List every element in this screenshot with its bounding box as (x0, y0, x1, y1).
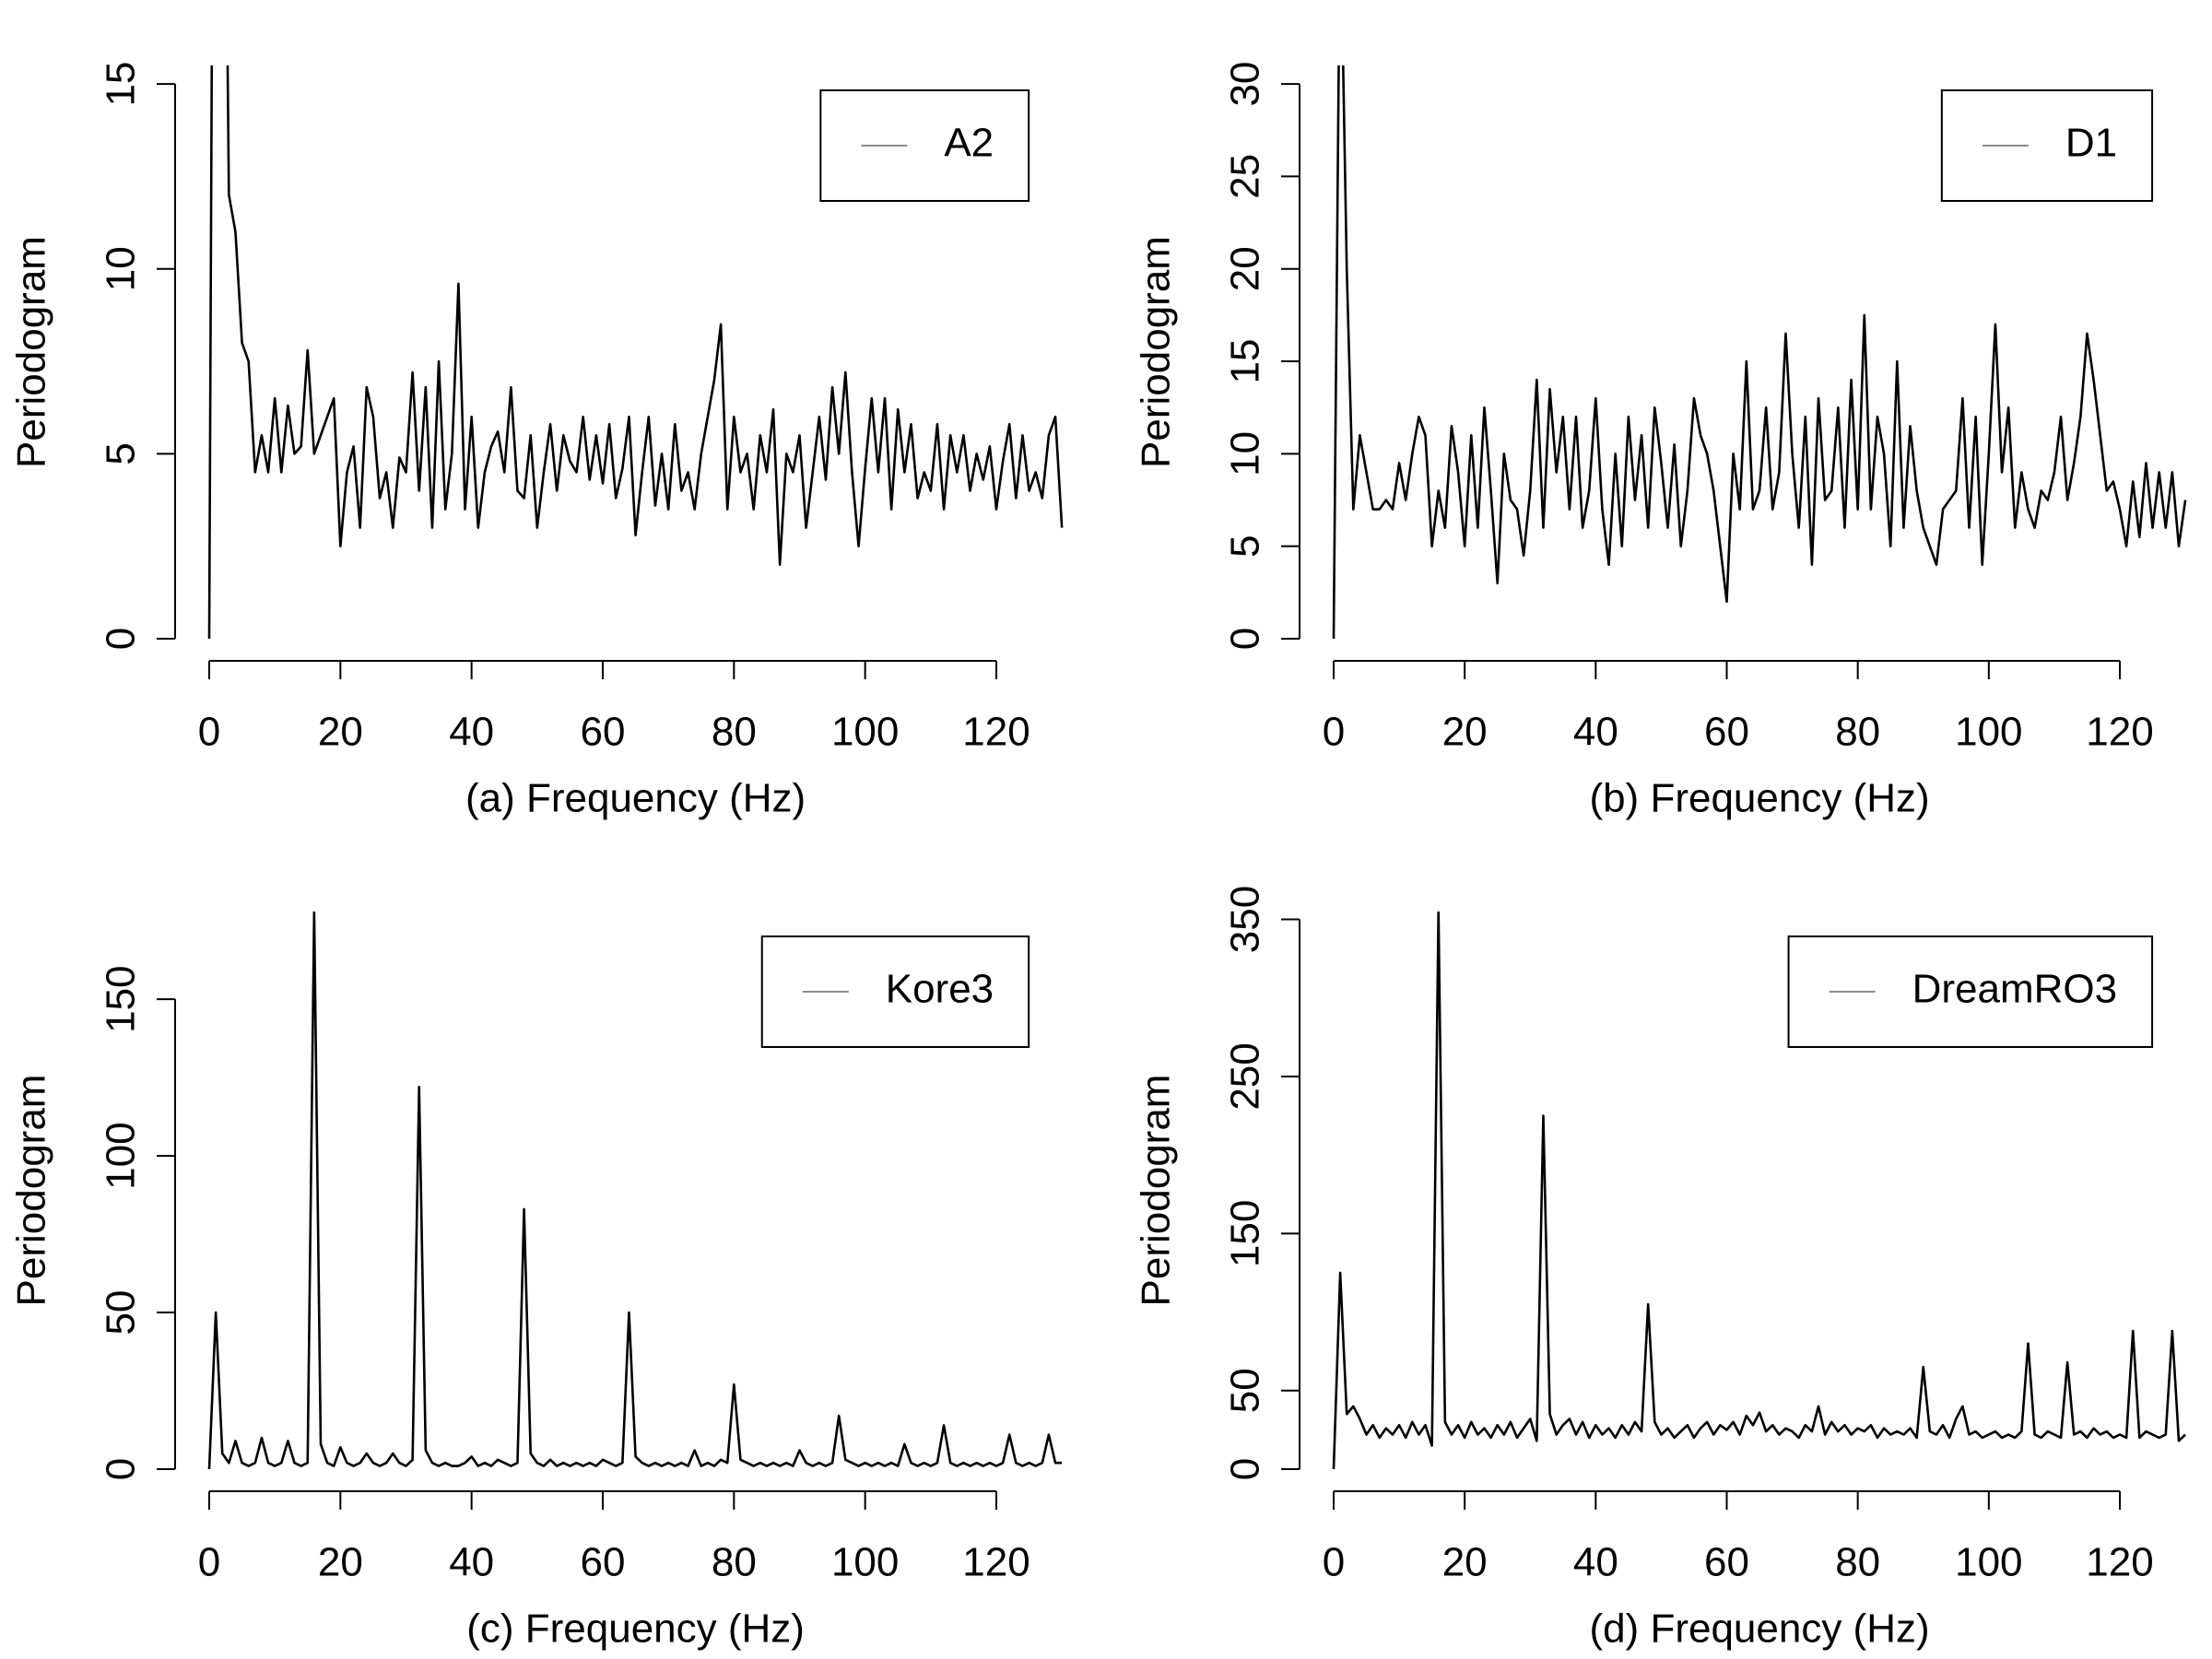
x-axis-title: (c) Frequency (Hz) (466, 1606, 805, 1652)
y-tick-label: 15 (99, 62, 144, 107)
y-tick-label: 0 (99, 1458, 144, 1480)
data-line (207, 912, 1063, 1470)
x-tick-label: 80 (1835, 710, 1880, 755)
y-tick-label: 0 (1223, 628, 1268, 650)
x-tick-label: 0 (1323, 1540, 1345, 1585)
data-line (207, 65, 1064, 640)
x-tick-label: 60 (1704, 1540, 1749, 1585)
panel: 0 50 150 250 350 0 20 40 60 80 100 120 (d) Frequency… (1134, 886, 2186, 1652)
y-tick-label: 250 (1223, 1042, 1268, 1110)
x-tick-label: 100 (1955, 1540, 2022, 1585)
y-tick-label: 15 (1223, 339, 1268, 384)
x-tick-label: 100 (831, 1540, 899, 1585)
x-tick-label: 20 (1442, 710, 1488, 755)
y-tick-label: 30 (1223, 62, 1268, 107)
legend: A2 (819, 89, 1030, 202)
x-axis-title: (a) Frequency (Hz) (465, 776, 806, 821)
y-tick-label: 20 (1223, 246, 1268, 291)
x-tick-label: 40 (449, 1540, 494, 1585)
x-tick-label: 0 (198, 710, 220, 755)
x-tick-label: 100 (831, 710, 899, 755)
x-tick-label: 20 (318, 1540, 363, 1585)
panel: 0 5 10 15 20 25 30 0 20 40 60 80 100 120 (b) Frequency… (1134, 62, 2187, 821)
x-axis-title: (d) Frequency (Hz) (1589, 1606, 1929, 1652)
x-tick-label: 80 (712, 1540, 757, 1585)
y-tick-label: 150 (1223, 1200, 1268, 1267)
y-tick-label: 5 (99, 442, 144, 465)
data-line (1332, 65, 2187, 640)
x-tick-label: 60 (1704, 710, 1749, 755)
y-tick-label: 350 (1223, 886, 1268, 953)
y-tick-label: 0 (1223, 1458, 1268, 1480)
data-line (1332, 912, 2186, 1470)
x-tick-label: 20 (1442, 1540, 1488, 1585)
y-axis-title: Periodogram (9, 1075, 54, 1307)
x-tick-label: 60 (581, 710, 626, 755)
x-tick-label: 40 (1573, 1540, 1618, 1585)
y-axis-title: Periodogram (1134, 1075, 1179, 1307)
x-tick-label: 100 (1955, 710, 2022, 755)
y-tick-label: 0 (99, 628, 144, 650)
x-tick-label: 120 (2086, 1540, 2153, 1585)
legend-label: DreamRO3 (1912, 967, 2118, 1012)
legend-box (819, 89, 1030, 202)
y-axis-title: Periodogram (1134, 236, 1179, 468)
x-tick-label: 120 (962, 1540, 1030, 1585)
x-tick-label: 40 (449, 710, 494, 755)
x-axis-title: (b) Frequency (Hz) (1589, 776, 1929, 821)
y-tick-label: 50 (1223, 1368, 1268, 1413)
y-tick-label: 50 (99, 1290, 144, 1335)
x-tick-label: 0 (198, 1540, 220, 1585)
legend: D1 (1940, 89, 2154, 202)
legend-label: Kore3 (886, 967, 994, 1012)
x-tick-label: 120 (2086, 710, 2153, 755)
y-tick-label: 10 (1223, 431, 1268, 477)
x-tick-label: 120 (962, 710, 1030, 755)
x-tick-label: 0 (1323, 710, 1345, 755)
legend-box (1940, 89, 2154, 202)
legend-label: A2 (944, 121, 994, 166)
x-tick-label: 20 (318, 710, 363, 755)
y-tick-label: 100 (99, 1122, 144, 1189)
y-tick-label: 5 (1223, 535, 1268, 557)
panel: 0 50 100 150 0 20 40 60 80 100 120 (c) Frequency (H… (9, 912, 1063, 1652)
legend: Kore3 (760, 935, 1030, 1048)
x-tick-label: 60 (581, 1540, 626, 1585)
legend-label: D1 (2065, 121, 2117, 166)
y-axis-title: Periodogram (9, 236, 54, 468)
x-tick-label: 80 (1835, 1540, 1880, 1585)
legend: DreamRO3 (1787, 935, 2154, 1048)
y-tick-label: 25 (1223, 154, 1268, 199)
y-tick-label: 150 (99, 965, 144, 1032)
panel: 0 5 10 15 0 20 40 60 80 100 120 (a) Frequency (Hz) P… (9, 62, 1064, 821)
x-tick-label: 80 (712, 710, 757, 755)
x-tick-label: 40 (1573, 710, 1618, 755)
y-tick-label: 10 (99, 246, 144, 291)
